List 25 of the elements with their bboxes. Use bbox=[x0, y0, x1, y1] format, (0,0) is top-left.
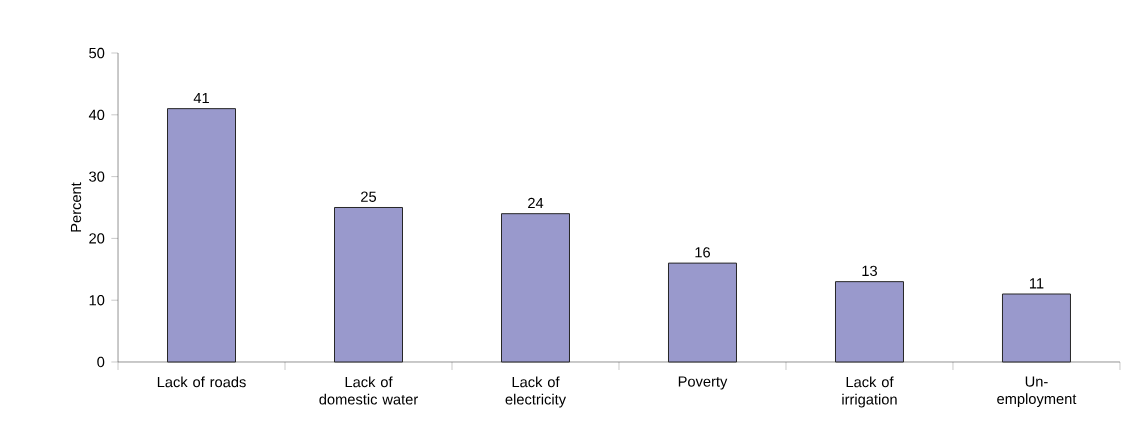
data-label: 24 bbox=[528, 197, 544, 209]
data-label: 16 bbox=[695, 247, 710, 258]
data-label: 41 bbox=[193, 92, 209, 104]
bar bbox=[834, 281, 904, 363]
bar bbox=[334, 207, 404, 363]
bar bbox=[167, 108, 237, 363]
bar bbox=[1001, 293, 1071, 363]
data-label: 25 bbox=[361, 191, 377, 202]
x-tick-label: Poverty bbox=[678, 376, 728, 390]
y-axis-title: Percent bbox=[70, 182, 82, 232]
x-tick-label: Un-employment bbox=[997, 376, 1077, 407]
x-tick-label: Lack of electricity bbox=[505, 376, 567, 408]
y-tick-label: 40 bbox=[88, 109, 105, 120]
y-tick-label: 20 bbox=[89, 233, 105, 244]
y-tick-label: 50 bbox=[89, 47, 105, 59]
x-tick-label: Lack of roads bbox=[157, 376, 246, 388]
y-tick-label: 10 bbox=[89, 295, 105, 306]
y-tick-label: 0 bbox=[97, 356, 105, 368]
bar bbox=[501, 213, 570, 363]
x-tick-label: Lack of domestic water bbox=[319, 376, 418, 405]
bar bbox=[668, 262, 737, 363]
data-label: 11 bbox=[1029, 278, 1044, 289]
x-tick-label: Lack of irrigation bbox=[842, 376, 897, 408]
data-label: 13 bbox=[862, 265, 877, 277]
y-tick-label: 30 bbox=[89, 171, 105, 182]
